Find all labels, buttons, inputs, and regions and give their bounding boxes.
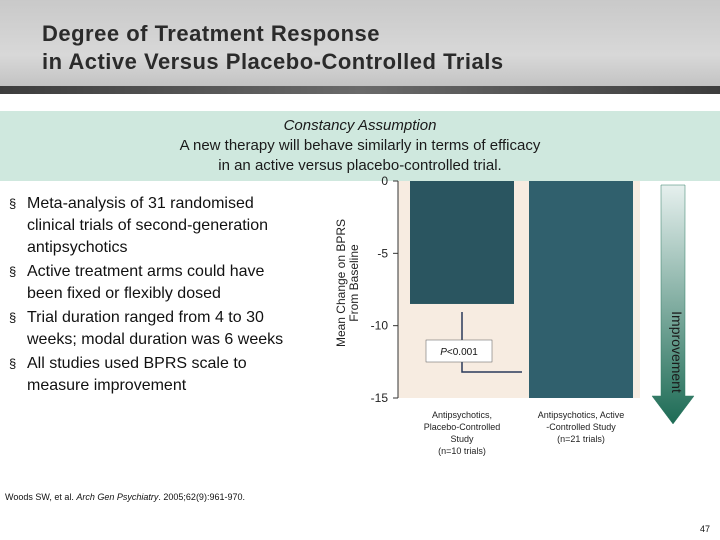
x-tick-label: Study [450, 434, 474, 444]
bullet-item: § Active treatment arms could have been f… [5, 261, 295, 305]
bullet-marker: § [9, 356, 17, 371]
bullet-marker: § [9, 196, 17, 211]
p-value-box [425, 339, 493, 363]
page-number: 47 [700, 524, 711, 534]
bullet-marker: § [9, 310, 17, 325]
bar [529, 181, 633, 398]
y-tick-label: -10 [371, 319, 389, 333]
bar [410, 181, 514, 304]
y-axis-label: From Baseline [347, 244, 361, 322]
x-tick-label: (n=10 trials) [438, 446, 486, 456]
bullet-text: Meta-analysis of 31 randomised clinical … [27, 195, 269, 256]
y-tick-label: 0 [381, 174, 388, 188]
bullet-item: § All studies used BPRS scale to measure … [5, 353, 295, 397]
x-tick-label: (n=21 trials) [557, 434, 605, 444]
improvement-arrow [651, 184, 695, 425]
assumption-line-1: A new therapy will behave similarly in t… [179, 137, 541, 154]
bullet-list: § Meta-analysis of 31 randomised clinical… [5, 193, 295, 399]
x-tick-label: Antipsychotics, [432, 410, 492, 420]
bullet-marker: § [9, 264, 17, 279]
page-title: Degree of Treatment Response in Active V… [42, 21, 504, 74]
p-value-text: <0.001 [447, 347, 478, 358]
x-tick-label: -Controlled Study [546, 422, 616, 432]
p-value-label: P<0.001 [440, 347, 478, 358]
x-tick-label: Antipsychotics, Active [538, 410, 625, 420]
improvement-arrow-label: Improvement [669, 311, 685, 393]
title-banner [0, 0, 720, 92]
assumption-title: Constancy Assumption [283, 117, 437, 134]
significance-bracket [461, 312, 522, 373]
citation-details: . 2005;62(9):961-970. [158, 492, 245, 502]
bullet-text: All studies used BPRS scale to measure i… [27, 355, 247, 394]
citation: Woods SW, et al. Arch Gen Psychiatry. 20… [5, 492, 245, 502]
p-value-symbol: P [440, 347, 447, 358]
citation-journal: Arch Gen Psychiatry [76, 492, 159, 502]
y-axis-label: Mean Change on BPRS [334, 219, 348, 347]
y-tick-label: -5 [377, 246, 388, 260]
assumption-line-2: in an active versus placebo-controlled t… [218, 157, 502, 174]
x-tick-label: Placebo-Controlled [424, 422, 501, 432]
bullet-item: § Meta-analysis of 31 randomised clinical… [5, 193, 295, 259]
bullet-text: Active treatment arms could have been fi… [27, 263, 265, 302]
title-divider [0, 86, 720, 94]
assumption-band [0, 111, 720, 181]
bullet-text: Trial duration ranged from 4 to 30 weeks… [27, 309, 284, 348]
bullet-item: § Trial duration ranged from 4 to 30 week… [5, 307, 295, 351]
citation-authors: Woods SW, et al. [5, 492, 77, 502]
assumption-box: Constancy Assumption A new therapy will … [0, 116, 720, 176]
y-tick-label: -15 [371, 391, 389, 405]
